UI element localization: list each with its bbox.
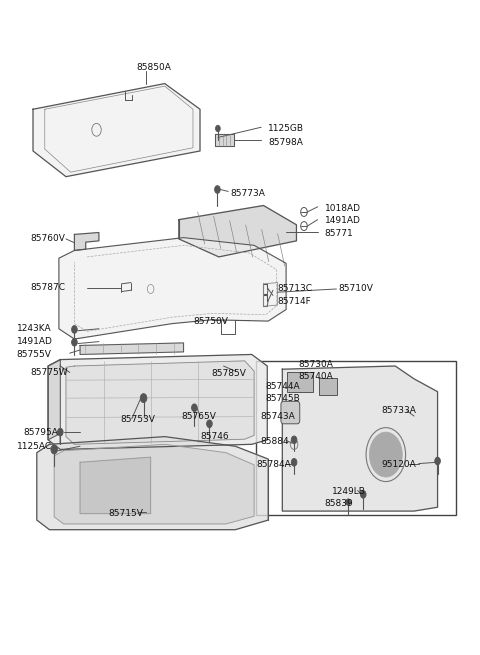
Text: 1018AD: 1018AD	[324, 204, 360, 213]
Text: 85839: 85839	[324, 499, 353, 508]
Circle shape	[360, 491, 366, 498]
Circle shape	[291, 436, 297, 443]
Text: 85714F: 85714F	[277, 297, 312, 307]
Text: 95120A: 95120A	[381, 460, 416, 470]
Text: 85744A: 85744A	[266, 382, 300, 391]
Text: 1125AC: 1125AC	[16, 442, 52, 451]
Text: 85733A: 85733A	[381, 407, 416, 415]
Polygon shape	[66, 361, 254, 444]
Text: 85715V: 85715V	[108, 509, 143, 518]
Polygon shape	[33, 84, 200, 177]
Text: 85740A: 85740A	[299, 372, 334, 381]
Text: 85787C: 85787C	[31, 283, 66, 292]
Circle shape	[216, 125, 220, 132]
Text: 85765V: 85765V	[181, 411, 216, 421]
Circle shape	[215, 185, 220, 193]
Text: 85785V: 85785V	[212, 369, 247, 378]
Circle shape	[291, 458, 297, 466]
Polygon shape	[179, 206, 297, 257]
Text: 1491AD: 1491AD	[16, 337, 52, 346]
Text: 85753V: 85753V	[120, 415, 155, 424]
Text: 1249LB: 1249LB	[332, 487, 366, 496]
Text: 85710V: 85710V	[339, 284, 373, 293]
Text: 85730A: 85730A	[299, 360, 334, 369]
Text: 85798A: 85798A	[268, 138, 303, 147]
Text: 1243KA: 1243KA	[16, 324, 51, 333]
Text: 85745B: 85745B	[266, 394, 300, 403]
Text: 85713C: 85713C	[277, 284, 312, 293]
Polygon shape	[54, 444, 254, 524]
Polygon shape	[80, 457, 151, 514]
Circle shape	[51, 445, 58, 454]
Text: 85850A: 85850A	[136, 63, 171, 72]
Circle shape	[140, 394, 147, 403]
Circle shape	[435, 457, 440, 465]
Text: 85773A: 85773A	[230, 189, 265, 198]
Bar	[287, 373, 313, 392]
Text: 85795A: 85795A	[24, 428, 59, 438]
Text: 85746: 85746	[200, 432, 228, 441]
FancyBboxPatch shape	[281, 402, 300, 424]
Text: 1125GB: 1125GB	[268, 124, 304, 133]
Polygon shape	[37, 437, 268, 530]
Text: 85775W: 85775W	[31, 368, 68, 377]
Text: 85750V: 85750V	[193, 316, 228, 326]
Circle shape	[192, 404, 197, 411]
Polygon shape	[48, 354, 267, 449]
Circle shape	[72, 339, 77, 346]
Text: 85760V: 85760V	[31, 234, 66, 244]
Text: 85755V: 85755V	[16, 350, 51, 359]
Text: 85743A: 85743A	[260, 411, 295, 421]
Text: 85784A: 85784A	[256, 460, 291, 470]
Polygon shape	[59, 238, 286, 339]
Circle shape	[72, 326, 77, 333]
Bar	[319, 378, 337, 395]
Circle shape	[206, 420, 212, 428]
Text: 85884: 85884	[260, 438, 289, 446]
Circle shape	[346, 499, 350, 505]
Polygon shape	[282, 366, 438, 511]
Polygon shape	[215, 134, 234, 147]
Text: 85771: 85771	[324, 229, 353, 238]
Polygon shape	[80, 343, 183, 354]
Polygon shape	[74, 233, 99, 250]
Text: 1491AD: 1491AD	[324, 216, 360, 225]
FancyBboxPatch shape	[256, 361, 456, 515]
Polygon shape	[48, 360, 60, 443]
Circle shape	[370, 432, 402, 477]
Circle shape	[58, 428, 63, 436]
